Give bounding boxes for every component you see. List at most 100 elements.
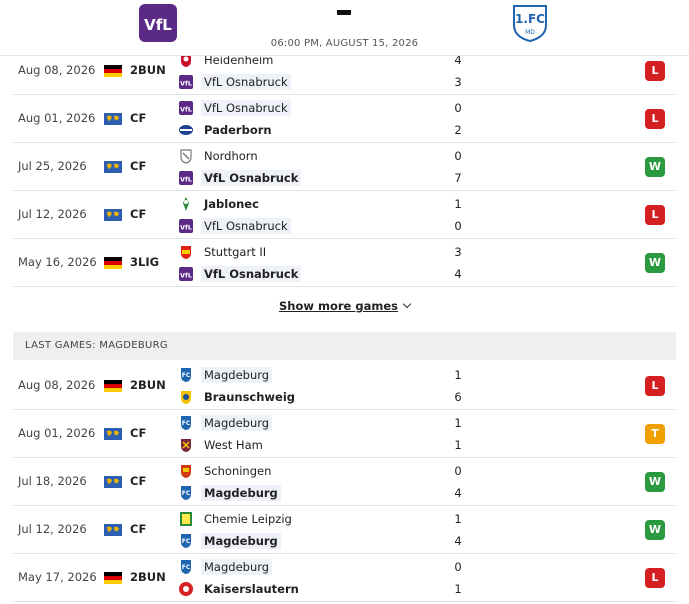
competition-code: 2BUN xyxy=(130,378,166,392)
score-second: 6 xyxy=(454,390,462,404)
magdeburg-games-list: Aug 08, 2026 2BUN FC Magdeburg Braunschweig 1… xyxy=(13,362,676,602)
magdeburg-logo-icon[interactable]: 1.FC MD xyxy=(510,3,550,43)
team-name[interactable]: Schoningen xyxy=(204,464,272,478)
vfl-osnabruck-crest-icon: VfL xyxy=(179,75,193,89)
game-row[interactable]: Jul 12, 2026 CF Chemie Leipzig FC Magdeburg 1… xyxy=(13,506,676,554)
team-name[interactable]: VfL Osnabruck xyxy=(201,266,302,282)
game-date: Aug 01, 2026 xyxy=(18,426,96,440)
team-second[interactable]: VfL VfL Osnabruck xyxy=(178,217,291,235)
team-second[interactable]: VfL VfL Osnabruck xyxy=(178,265,302,283)
section-header-magdeburg: LAST GAMES: MAGDEBURG xyxy=(13,332,676,360)
nordhorn-crest-icon xyxy=(180,149,192,164)
team-name[interactable]: Kaiserslautern xyxy=(204,582,299,596)
svg-text:MD: MD xyxy=(525,29,535,36)
match-kickoff-time: 06:00 PM, AUGUST 15, 2026 xyxy=(270,38,419,49)
team-second[interactable]: VfL VfL Osnabruck xyxy=(178,169,302,187)
team-second[interactable]: West Ham xyxy=(178,436,266,454)
score-second: 4 xyxy=(454,534,462,548)
team-name[interactable]: Magdeburg xyxy=(201,559,273,575)
score-first: 0 xyxy=(454,149,462,163)
world-flag-icon xyxy=(104,113,122,125)
score-second: 4 xyxy=(454,486,462,500)
team-first[interactable]: VfL VfL Osnabruck xyxy=(178,99,291,117)
team-name[interactable]: Jablonec xyxy=(204,197,259,211)
team-name[interactable]: Magdeburg xyxy=(201,485,281,501)
paderborn-crest-icon xyxy=(179,125,193,135)
game-date: Aug 08, 2026 xyxy=(18,63,96,77)
svg-text:FC: FC xyxy=(182,420,191,427)
jablonec-crest-icon xyxy=(183,197,189,211)
svg-text:VfL: VfL xyxy=(180,80,192,88)
game-row[interactable]: Jul 25, 2026 CF Nordhorn VfL VfL Osnabruck 0 7… xyxy=(13,143,676,191)
game-row[interactable]: May 17, 2026 2BUN FC Magdeburg Kaiserslauter… xyxy=(13,554,676,602)
team-name[interactable]: Braunschweig xyxy=(204,390,296,404)
result-badge: L xyxy=(645,109,665,129)
team-first[interactable]: Jablonec xyxy=(178,195,262,213)
team-first[interactable]: Nordhorn xyxy=(178,147,261,165)
score-first: 3 xyxy=(454,245,462,259)
magdeburg-crest-icon: FC xyxy=(181,416,191,430)
game-date: May 16, 2026 xyxy=(18,255,97,269)
germany-flag-icon xyxy=(104,257,122,269)
team-second[interactable]: VfL VfL Osnabruck xyxy=(178,73,291,91)
show-more-label[interactable]: Show more games xyxy=(279,299,398,313)
team-second[interactable]: Paderborn xyxy=(178,121,275,139)
team-first[interactable]: Stuttgart II xyxy=(178,243,269,261)
team-name[interactable]: Magdeburg xyxy=(201,367,273,383)
game-row[interactable]: Aug 08, 2026 2BUN Heidenheim VfL VfL Osnabru… xyxy=(13,47,676,95)
show-more-games-button[interactable]: Show more games xyxy=(0,299,689,313)
game-row[interactable]: Jul 18, 2026 CF Schoningen FC Magdeburg 0 4 W xyxy=(13,458,676,506)
germany-flag-icon xyxy=(104,380,122,392)
team-name[interactable]: Heidenheim xyxy=(204,53,274,67)
result-badge: W xyxy=(645,472,665,492)
team-name[interactable]: VfL Osnabruck xyxy=(201,170,302,186)
match-header: VfL 06:00 PM, AUGUST 15, 2026 1.FC MD xyxy=(0,0,689,56)
team-name[interactable]: West Ham xyxy=(204,438,263,452)
svg-text:VfL: VfL xyxy=(180,272,192,280)
team-second[interactable]: Kaiserslautern xyxy=(178,580,302,598)
result-badge: T xyxy=(645,424,665,444)
score-first: 1 xyxy=(454,368,462,382)
result-badge: L xyxy=(645,376,665,396)
score-second: 4 xyxy=(454,267,462,281)
game-row[interactable]: Aug 01, 2026 CF VfL VfL Osnabruck Paderborn 0… xyxy=(13,95,676,143)
competition-code: 3LIG xyxy=(130,255,160,269)
team-name[interactable]: VfL Osnabruck xyxy=(201,218,291,234)
game-row[interactable]: Jul 12, 2026 CF Jablonec VfL VfL Osnabruck 1 0… xyxy=(13,191,676,239)
team-first[interactable]: Chemie Leipzig xyxy=(178,510,295,528)
team-name[interactable]: Chemie Leipzig xyxy=(204,512,292,526)
svg-text:FC: FC xyxy=(182,490,191,497)
team-first[interactable]: Schoningen xyxy=(178,462,274,480)
game-row[interactable]: May 16, 2026 3LIG Stuttgart II VfL VfL Osnab… xyxy=(13,239,676,287)
svg-text:FC: FC xyxy=(182,538,191,545)
team-name[interactable]: Magdeburg xyxy=(201,415,273,431)
game-date: May 17, 2026 xyxy=(18,570,97,584)
game-date: Aug 08, 2026 xyxy=(18,378,96,392)
svg-text:VfL: VfL xyxy=(180,224,192,232)
competition-code: CF xyxy=(130,522,147,536)
score-first: 0 xyxy=(454,101,462,115)
team-second[interactable]: FC Magdeburg xyxy=(178,484,281,502)
team-first[interactable]: FC Magdeburg xyxy=(178,558,273,576)
game-row[interactable]: Aug 08, 2026 2BUN FC Magdeburg Braunschweig 1… xyxy=(13,362,676,410)
game-row[interactable]: Aug 01, 2026 CF FC Magdeburg West Ham 1 1 T xyxy=(13,410,676,458)
team-first[interactable]: FC Magdeburg xyxy=(178,366,273,384)
world-flag-icon xyxy=(104,428,122,440)
section-title: LAST GAMES: MAGDEBURG xyxy=(25,340,168,351)
kaiserslautern-crest-icon xyxy=(179,582,193,596)
score-second: 3 xyxy=(454,75,462,89)
team-name[interactable]: Stuttgart II xyxy=(204,245,267,259)
score-first: 0 xyxy=(454,560,462,574)
team-first[interactable]: FC Magdeburg xyxy=(178,414,273,432)
team-name[interactable]: Paderborn xyxy=(204,123,272,137)
team-name[interactable]: VfL Osnabruck xyxy=(201,74,291,90)
team-second[interactable]: FC Magdeburg xyxy=(178,532,281,550)
team-second[interactable]: Braunschweig xyxy=(178,388,298,406)
team-name[interactable]: VfL Osnabruck xyxy=(201,100,291,116)
vfl-osnabruck-logo-icon[interactable]: VfL xyxy=(138,3,178,43)
team-first[interactable]: Heidenheim xyxy=(178,51,276,69)
team-name[interactable]: Magdeburg xyxy=(201,533,281,549)
team-name[interactable]: Nordhorn xyxy=(204,149,258,163)
score-first: 1 xyxy=(454,416,462,430)
braunschweig-crest-icon xyxy=(181,391,191,404)
